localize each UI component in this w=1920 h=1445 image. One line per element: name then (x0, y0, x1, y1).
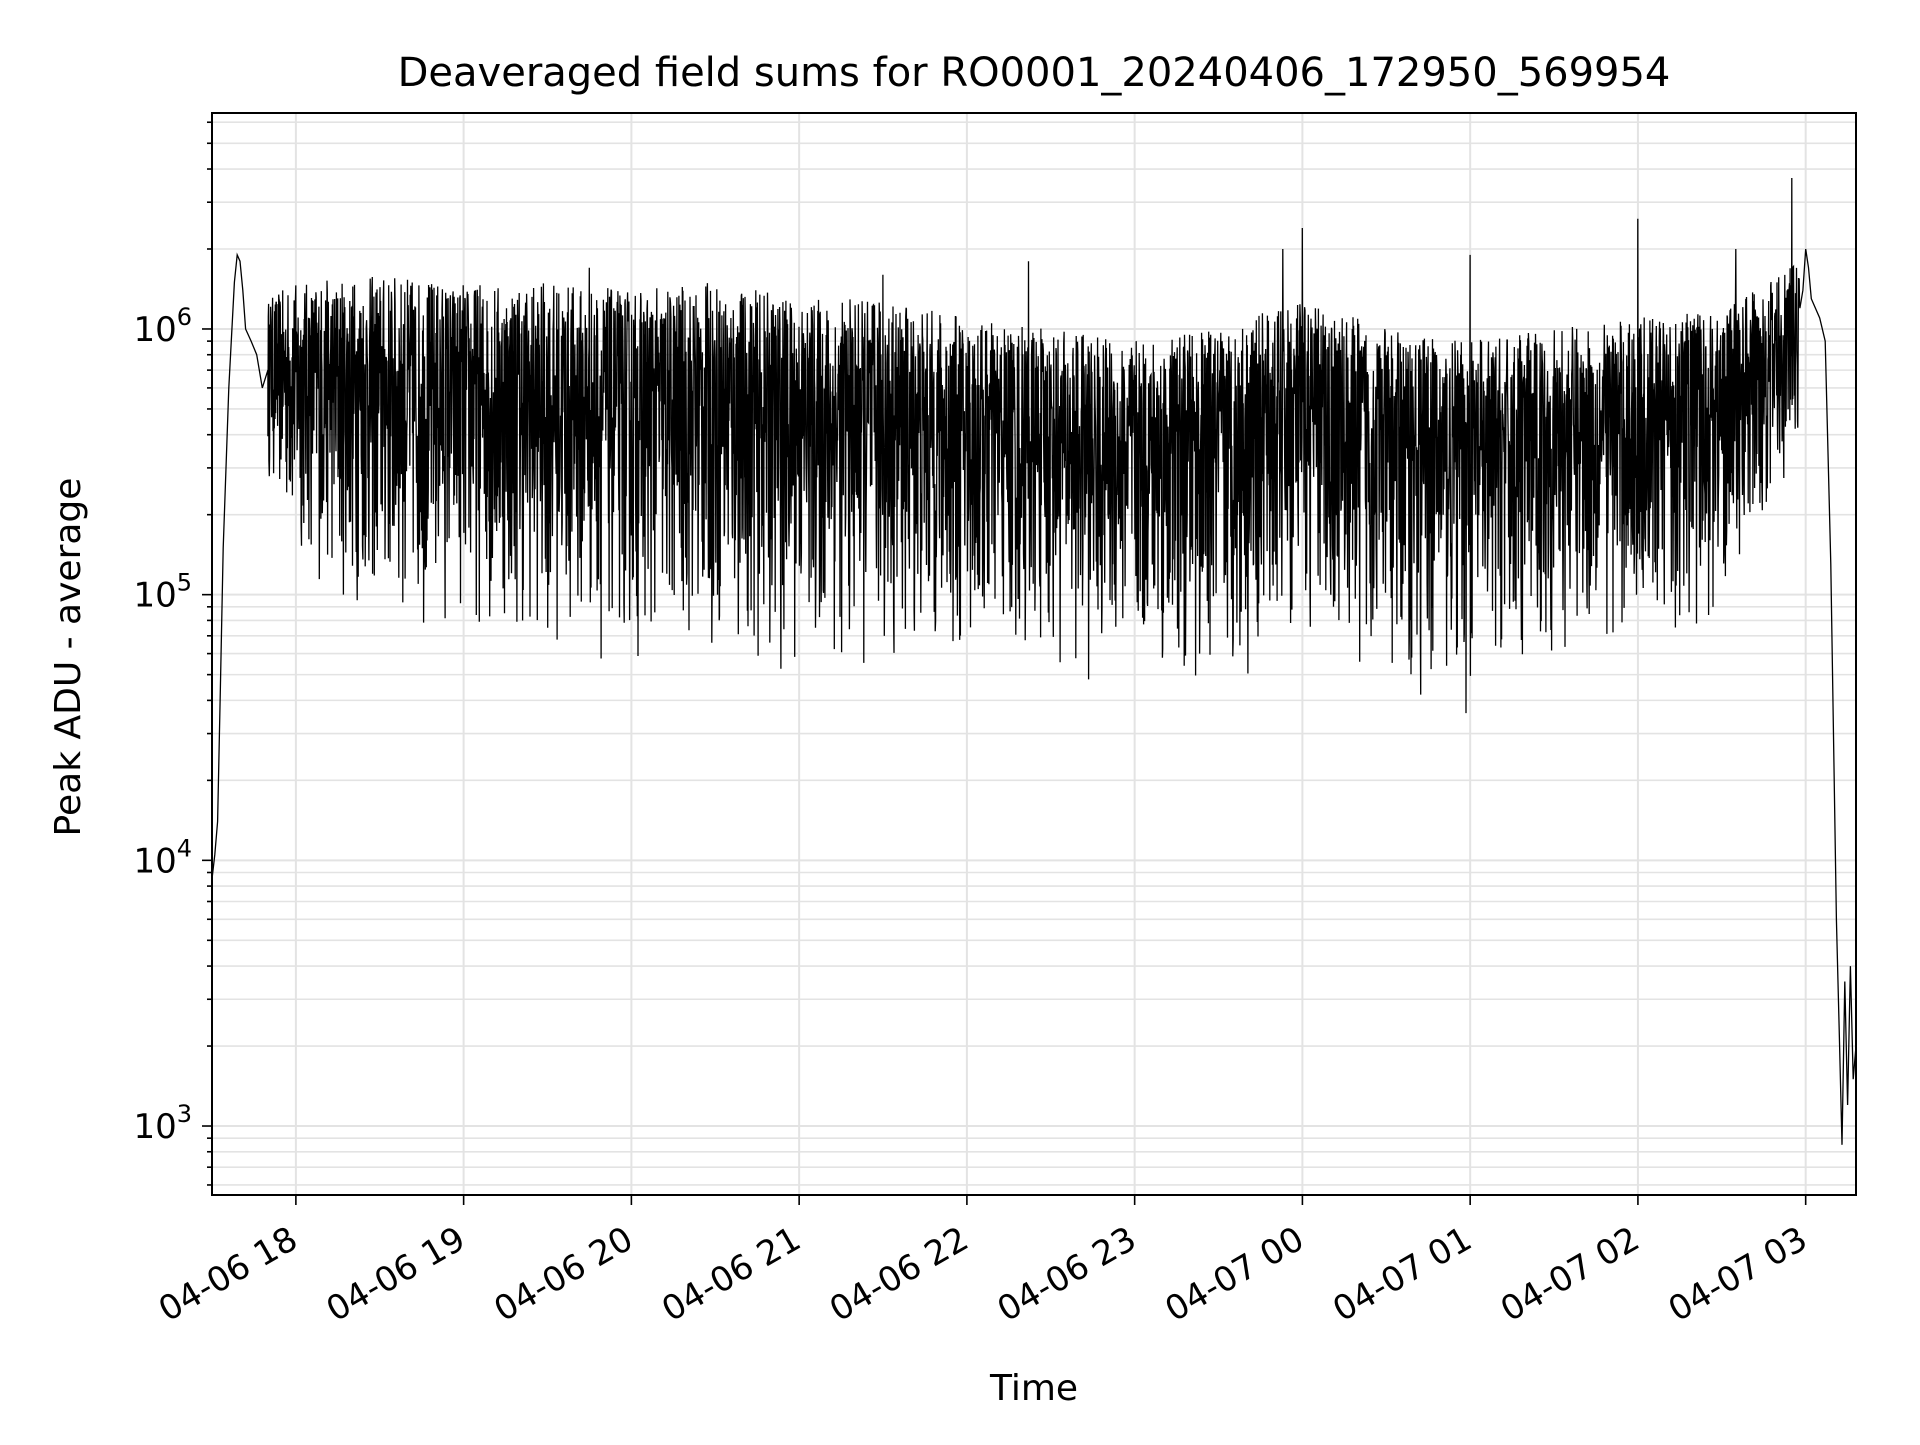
chart-title: Deaveraged field sums for RO0001_2024040… (398, 50, 1671, 96)
y-tick-label: 103 (133, 1100, 192, 1147)
y-axis: 103 104 105 106 (133, 121, 212, 1186)
y-axis-label: Peak ADU - average (48, 478, 89, 837)
series-line (211, 177, 1857, 1145)
x-axis-label: Time (989, 1368, 1078, 1409)
y-tick-label: 104 (133, 834, 192, 881)
series-group (211, 177, 1857, 1145)
y-tick-label: 105 (133, 569, 192, 616)
y-tick-label: 106 (133, 303, 192, 350)
